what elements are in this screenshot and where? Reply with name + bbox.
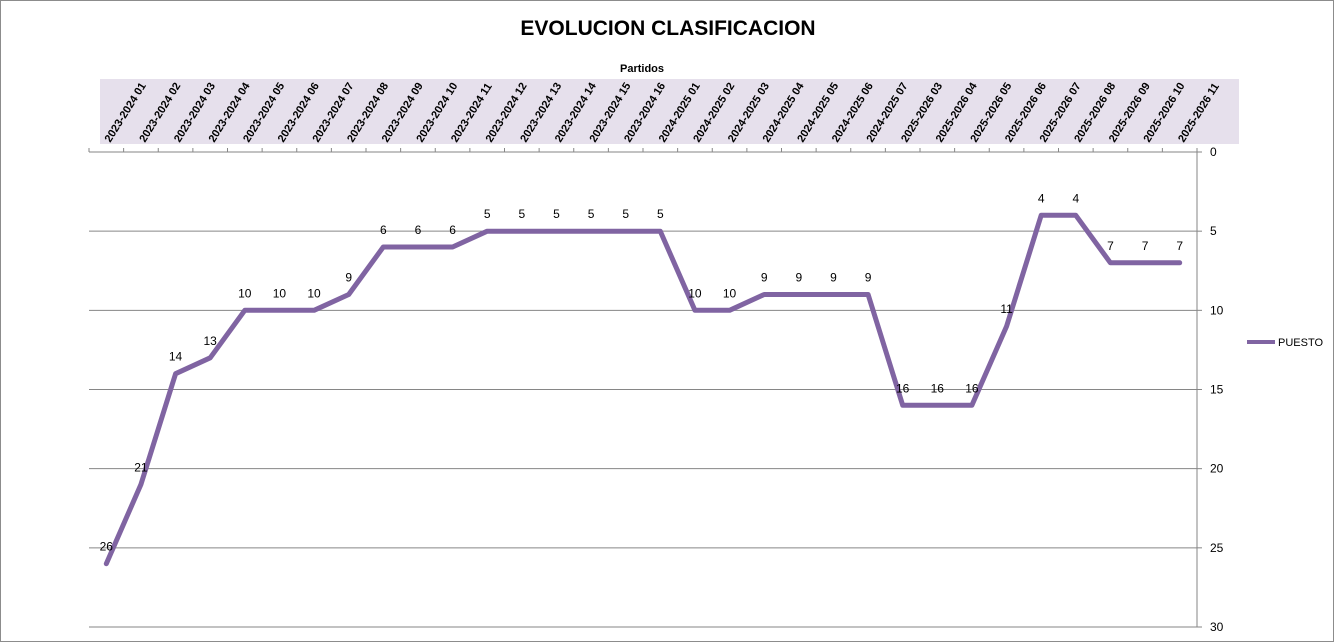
y-tick-label: 25 — [1210, 541, 1224, 555]
axes — [88, 148, 1202, 628]
data-label: 10 — [238, 286, 252, 300]
data-label: 10 — [688, 286, 702, 300]
x-axis-title: Partidos — [620, 63, 664, 75]
data-label: 21 — [134, 461, 148, 475]
legend-label-puesto: PUESTO — [1278, 337, 1323, 349]
data-label: 6 — [449, 223, 456, 237]
data-label: 14 — [169, 350, 183, 364]
chart-title: EVOLUCION CLASIFICACION — [520, 17, 815, 40]
data-label: 9 — [865, 271, 872, 285]
y-tick-label: 20 — [1210, 462, 1224, 476]
y-tick-label: 30 — [1210, 620, 1224, 634]
legend: PUESTO — [1247, 337, 1323, 349]
data-label: 26 — [100, 540, 114, 554]
gridlines — [89, 230, 1197, 628]
data-label: 11 — [1000, 302, 1013, 316]
data-label: 10 — [307, 286, 321, 300]
series-line-puesto — [103, 212, 1183, 567]
data-label: 9 — [761, 271, 768, 285]
data-label: 5 — [553, 207, 560, 221]
data-label: 9 — [830, 271, 837, 285]
data-label: 9 — [345, 271, 352, 285]
data-label: 10 — [273, 286, 287, 300]
series-lines — [103, 212, 1183, 567]
y-tick-labels: 0 5 10 15 20 25 30 — [1210, 145, 1224, 634]
category-axis-band — [100, 79, 1239, 144]
data-label: 5 — [622, 207, 629, 221]
data-label: 10 — [723, 286, 737, 300]
data-label: 6 — [380, 223, 387, 237]
data-label: 7 — [1176, 239, 1183, 253]
data-labels: 26 21 14 13 10 10 10 9 6 6 6 5 5 5 5 5 5 10 10 9 9 9 9 16 16 16 11… — [100, 191, 1184, 553]
data-label: 5 — [518, 207, 525, 221]
y-tick-label: 5 — [1210, 224, 1217, 238]
data-label: 4 — [1038, 191, 1045, 205]
y-tick-label: 15 — [1210, 383, 1224, 397]
data-label: 5 — [588, 207, 595, 221]
data-label: 16 — [931, 381, 945, 395]
data-label: 5 — [657, 207, 664, 221]
data-label: 4 — [1072, 191, 1079, 205]
y-tick-label: 0 — [1210, 145, 1217, 159]
data-label: 5 — [484, 207, 491, 221]
data-label: 13 — [204, 334, 218, 348]
data-label: 16 — [965, 381, 979, 395]
data-label: 16 — [896, 381, 910, 395]
data-label: 7 — [1142, 239, 1149, 253]
y-tick-label: 10 — [1210, 303, 1224, 317]
data-label: 7 — [1107, 239, 1114, 253]
data-label: 6 — [415, 223, 422, 237]
data-label: 9 — [795, 271, 802, 285]
